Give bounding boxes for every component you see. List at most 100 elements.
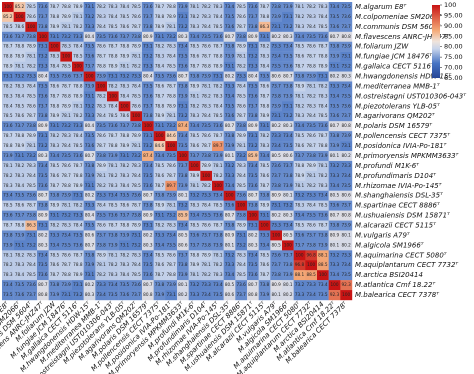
cell-label: 78.4: [155, 64, 165, 69]
heat-cell: [177, 200, 189, 211]
heat-cell: [118, 71, 131, 82]
heat-cell: [2, 260, 14, 271]
heat-cell: [95, 51, 108, 62]
heat-cell: [83, 190, 96, 201]
cell-label: 78.1: [108, 252, 118, 257]
cell-label: 73.4: [62, 232, 72, 237]
heat-cell: [72, 121, 84, 132]
cell-label: 78.1: [73, 14, 83, 19]
cell-label: 73.8: [97, 153, 107, 158]
heat-cell: [293, 180, 306, 191]
cell-label: 78.3: [132, 252, 142, 257]
cell-label: 78.9: [237, 44, 247, 49]
heat-cell: [48, 71, 61, 82]
cell-label: 100: [144, 123, 152, 128]
cell-label: 100: [4, 4, 12, 9]
heat-cell: [223, 71, 236, 82]
heat-cell: [83, 260, 96, 271]
heat-cell: [13, 131, 26, 142]
heat-cell: [95, 210, 108, 221]
cell-label: 73.4: [38, 252, 48, 257]
heat-cell: [25, 81, 38, 92]
heat-cell: [188, 141, 201, 152]
heat-cell: [305, 210, 318, 221]
cell-label: 78.9: [190, 83, 200, 88]
heat-cell: [95, 260, 108, 271]
heat-cell: [107, 240, 119, 251]
cell-label: 73.1: [283, 103, 293, 108]
cell-label: 73.9: [120, 232, 130, 237]
cell-label: 73.4: [248, 252, 258, 257]
heat-cell: [177, 151, 189, 162]
cell-label: 73.1: [178, 14, 188, 19]
heat-cell: [25, 111, 38, 122]
heat-cell: [130, 31, 143, 42]
heat-cell: [107, 131, 119, 142]
heat-cell: [48, 101, 61, 112]
heat-cell: [247, 210, 259, 221]
row-label: M.vulgaris A79ᵀ: [355, 231, 410, 239]
heat-cell: [340, 131, 353, 142]
heat-cell: [282, 180, 294, 191]
cell-label: 78.3: [15, 173, 25, 178]
heat-cell: [247, 11, 259, 23]
cell-label: 73.6: [213, 123, 223, 128]
heat-cell: [2, 41, 14, 52]
heat-cell: [200, 151, 213, 162]
heat-cell: [13, 121, 26, 132]
heat-cell: [305, 180, 318, 191]
cell-label: 73.8: [50, 282, 60, 287]
cell-label: 73.4: [330, 272, 340, 277]
heat-cell: [340, 280, 353, 291]
heat-cell: [153, 11, 166, 23]
cell-label: 73.2: [73, 292, 83, 297]
heat-cell: [317, 270, 329, 281]
cell-label: 78.4: [120, 272, 130, 277]
heat-cell: [270, 2, 283, 13]
cell-label: 80.7: [225, 213, 235, 218]
heat-cell: [177, 141, 189, 152]
heat-cell: [153, 31, 166, 42]
heat-cell: [83, 111, 96, 122]
heat-cell: [165, 101, 178, 112]
heat-cell: [328, 91, 341, 102]
cell-label: 78.9: [120, 143, 130, 148]
cell-label: 80.1: [178, 282, 188, 287]
heat-cell: [153, 200, 166, 211]
heat-cell: [270, 220, 283, 231]
cell-label: 73.6: [225, 203, 235, 208]
cell-label: 78.9: [260, 203, 270, 208]
heat-cell: [293, 200, 306, 211]
heat-cell: [142, 121, 154, 132]
heat-cell: [83, 280, 96, 291]
heat-cell: [13, 141, 26, 152]
cell-label: 73.4: [213, 193, 223, 198]
heat-cell: [48, 170, 61, 181]
heat-cell: [270, 260, 283, 271]
cell-label: 78.6: [260, 262, 270, 267]
cell-label: 78.2: [155, 223, 165, 228]
cell-label: 78.9: [50, 203, 60, 208]
heat-cell: [83, 71, 96, 82]
cell-label: 73.8: [248, 113, 258, 118]
heat-cell: [317, 220, 329, 231]
cell-label: 73.3: [225, 262, 235, 267]
heat-cell: [153, 230, 166, 241]
cell-label: 73.3: [342, 252, 352, 257]
cell-label: 78.9: [108, 64, 118, 69]
cell-label: 73.2: [143, 54, 153, 59]
heat-cell: [107, 160, 119, 172]
heat-cell: [223, 61, 236, 72]
heat-cell: [247, 151, 259, 162]
heat-cell: [13, 2, 26, 13]
heat-cell: [107, 91, 119, 102]
cell-label: 80.1: [283, 193, 293, 198]
heat-cell: [153, 2, 166, 13]
heat-cell: [95, 290, 108, 301]
heat-cell: [270, 11, 283, 23]
cell-label: 78.1: [108, 163, 118, 168]
heat-cell: [165, 180, 178, 191]
cell-label: 78.1: [213, 163, 223, 168]
cell-label: 78.2: [120, 252, 130, 257]
cell-label: 73.1: [120, 242, 130, 247]
